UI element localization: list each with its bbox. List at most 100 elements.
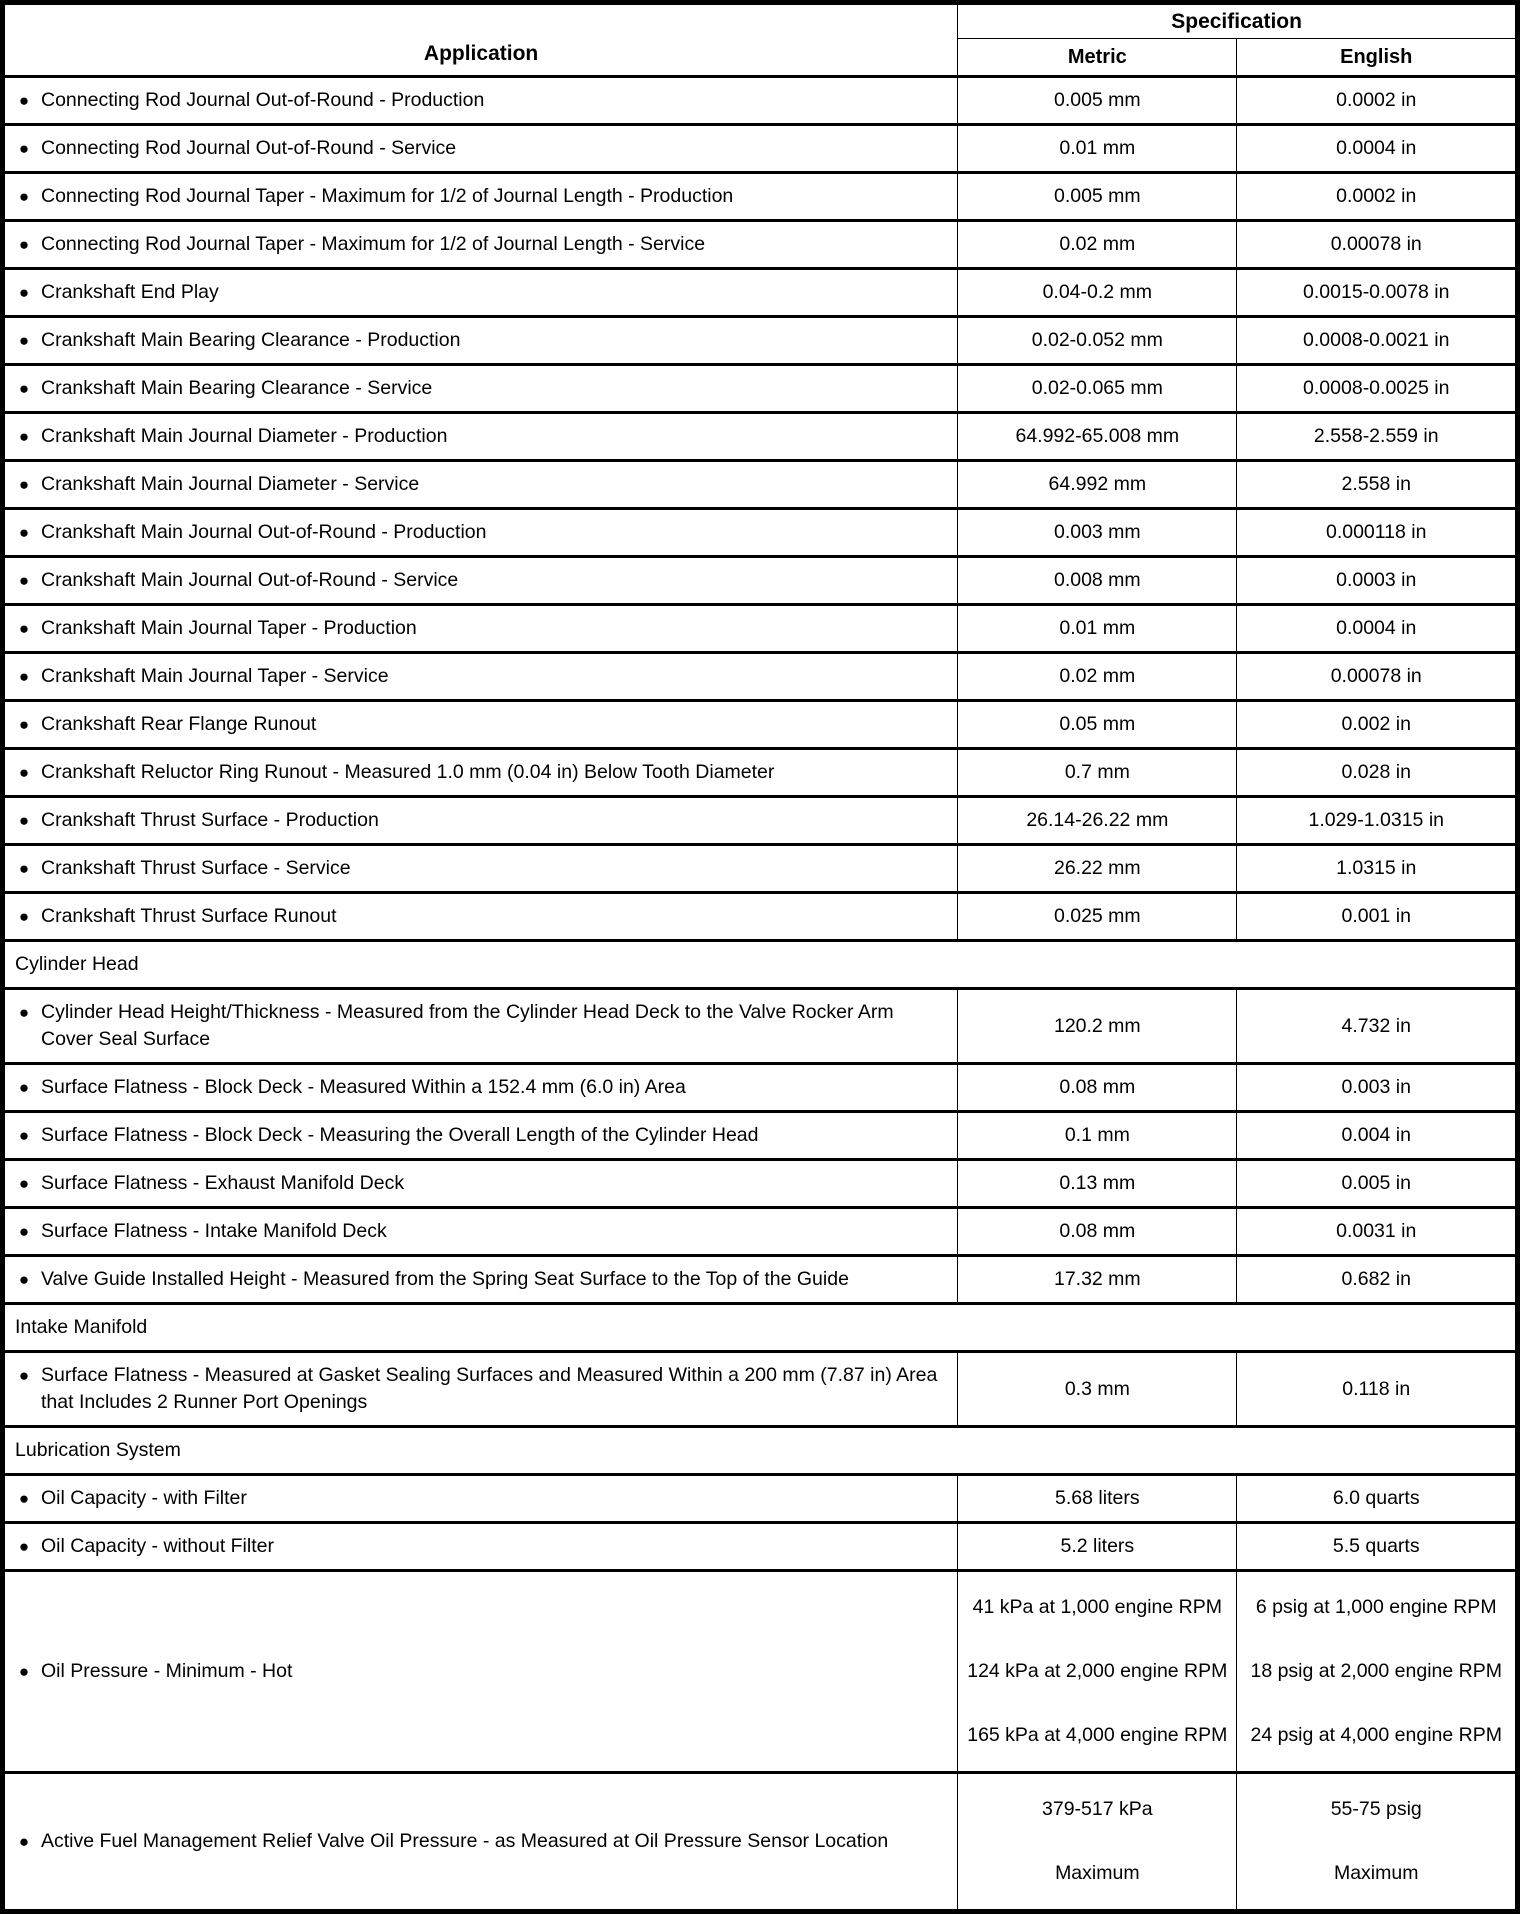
application-label: Surface Flatness - Block Deck - Measured… bbox=[41, 1076, 686, 1098]
table-row: ● Valve Guide Installed Height - Measured… bbox=[1, 1255, 1518, 1305]
english-value-cell: 0.0031 in bbox=[1236, 1207, 1518, 1257]
section-header-row: Cylinder Head bbox=[2, 940, 1518, 990]
english-value-cell: 0.0004 in bbox=[1236, 604, 1518, 654]
english-value-cell: 0.0002 in bbox=[1236, 76, 1518, 126]
application-cell: ● Crankshaft Main Journal Diameter - Prod… bbox=[1, 412, 959, 462]
bullet-icon: ● bbox=[18, 907, 30, 926]
bullet-icon: ● bbox=[18, 139, 30, 158]
application-cell: ● Oil Pressure - Minimum - Hot bbox=[1, 1570, 959, 1774]
bullet-icon: ● bbox=[18, 235, 30, 254]
application-label: Connecting Rod Journal Taper - Maximum f… bbox=[41, 185, 734, 207]
application-cell: ● Surface Flatness - Exhaust Manifold Dec… bbox=[1, 1159, 959, 1209]
english-value-cell: 5.5 quarts bbox=[1236, 1522, 1518, 1572]
metric-value-cell: 17.32 mm bbox=[957, 1255, 1238, 1305]
application-label: Crankshaft Main Bearing Clearance - Prod… bbox=[41, 329, 461, 351]
table-row: ● Connecting Rod Journal Taper - Maximum … bbox=[1, 220, 1518, 270]
bullet-icon: ● bbox=[18, 1537, 30, 1556]
english-value-cell: 0.000118 in bbox=[1236, 508, 1518, 558]
bullet-icon: ● bbox=[18, 379, 30, 398]
application-cell: ● Crankshaft Rear Flange Runout bbox=[1, 700, 959, 750]
metric-value-cell: 0.008 mm bbox=[957, 556, 1238, 606]
metric-value-cell: 0.003 mm bbox=[957, 508, 1238, 558]
application-cell: ● Oil Capacity - with Filter bbox=[1, 1474, 959, 1524]
section-title: Lubrication System bbox=[2, 1426, 1518, 1476]
english-value-cell: 0.005 in bbox=[1236, 1159, 1518, 1209]
application-cell: ● Connecting Rod Journal Out-of-Round - P… bbox=[1, 76, 959, 126]
bullet-icon: ● bbox=[18, 1489, 30, 1508]
english-value-cell: 55-75 psig Maximum bbox=[1236, 1772, 1518, 1913]
application-label: Crankshaft Main Journal Diameter - Servi… bbox=[41, 473, 420, 495]
table-row: ● Surface Flatness - Block Deck - Measure… bbox=[1, 1063, 1518, 1113]
column-header-specification: Specification bbox=[957, 2, 1518, 39]
english-value-cell: 6.0 quarts bbox=[1236, 1474, 1518, 1524]
bullet-icon: ● bbox=[18, 187, 30, 206]
table-row: ● Crankshaft Main Journal Taper - Product… bbox=[1, 604, 1518, 654]
metric-value-cell: 0.7 mm bbox=[957, 748, 1238, 798]
bullet-icon: ● bbox=[18, 1126, 30, 1145]
english-value-cell: 0.0015-0.0078 in bbox=[1236, 268, 1518, 318]
application-label: Surface Flatness - Measured at Gasket Se… bbox=[41, 1364, 938, 1413]
english-value-cell: 0.002 in bbox=[1236, 700, 1518, 750]
metric-value-cell: 26.22 mm bbox=[957, 844, 1238, 894]
metric-value-cell: 0.02 mm bbox=[957, 220, 1238, 270]
application-label: Crankshaft Main Journal Taper - Service bbox=[41, 665, 389, 687]
table-row: ● Crankshaft Reluctor Ring Runout - Measu… bbox=[1, 748, 1518, 798]
application-label: Crankshaft Main Journal Out-of-Round - P… bbox=[41, 521, 487, 543]
table-row: ● Crankshaft Main Journal Diameter - Prod… bbox=[1, 412, 1518, 462]
table-row: ● Oil Capacity - with Filter 5.68 liters 6.… bbox=[1, 1474, 1518, 1524]
application-label: Crankshaft Main Journal Out-of-Round - S… bbox=[41, 569, 459, 591]
application-label: Crankshaft Thrust Surface - Service bbox=[41, 857, 351, 879]
application-label: Surface Flatness - Block Deck - Measurin… bbox=[41, 1124, 759, 1146]
english-value-cell: 0.004 in bbox=[1236, 1111, 1518, 1161]
english-value-cell-line: 6 psig at 1,000 engine RPM bbox=[1255, 1596, 1497, 1618]
metric-value-cell: 0.01 mm bbox=[957, 604, 1238, 654]
table-header: Application Specification Metric English bbox=[1, 2, 1518, 78]
bullet-icon: ● bbox=[18, 619, 30, 638]
bullet-icon: ● bbox=[18, 571, 30, 590]
column-header-application: Application bbox=[1, 2, 959, 78]
metric-value-cell: 0.02-0.052 mm bbox=[957, 316, 1238, 366]
application-cell: ● Crankshaft Main Journal Diameter - Serv… bbox=[1, 460, 959, 510]
english-value-cell: 0.0003 in bbox=[1236, 556, 1518, 606]
section-title: Intake Manifold bbox=[2, 1303, 1518, 1353]
metric-value-cell: 0.13 mm bbox=[957, 1159, 1238, 1209]
english-value-cell-line: 24 psig at 4,000 engine RPM bbox=[1250, 1724, 1502, 1746]
english-value-cell: 1.029-1.0315 in bbox=[1236, 796, 1518, 846]
table-row: ● Oil Pressure - Minimum - Hot 41 kPa at 1… bbox=[1, 1570, 1518, 1774]
column-header-english: English bbox=[1236, 38, 1518, 78]
application-cell: ● Crankshaft Thrust Surface - Service bbox=[1, 844, 959, 894]
english-value-cell: 2.558 in bbox=[1236, 460, 1518, 510]
table-row: ● Oil Capacity - without Filter 5.2 liters… bbox=[1, 1522, 1518, 1572]
bullet-icon: ● bbox=[18, 1222, 30, 1241]
application-cell: ● Crankshaft Main Bearing Clearance - Pro… bbox=[1, 316, 959, 366]
application-label: Connecting Rod Journal Out-of-Round - Se… bbox=[41, 137, 457, 159]
metric-value-cell: 64.992-65.008 mm bbox=[957, 412, 1238, 462]
metric-value-cell: 0.01 mm bbox=[957, 124, 1238, 174]
table-row: ● Connecting Rod Journal Out-of-Round - P… bbox=[1, 76, 1518, 126]
metric-value-cell: 0.04-0.2 mm bbox=[957, 268, 1238, 318]
english-value-cell: 0.0008-0.0021 in bbox=[1236, 316, 1518, 366]
english-value-cell: 0.028 in bbox=[1236, 748, 1518, 798]
english-value-cell: 0.003 in bbox=[1236, 1063, 1518, 1113]
section-header-row: Intake Manifold bbox=[2, 1303, 1518, 1353]
application-cell: ● Cylinder Head Height/Thickness - Measur… bbox=[1, 988, 959, 1065]
metric-value-cell: 64.992 mm bbox=[957, 460, 1238, 510]
english-value-cell: 0.682 in bbox=[1236, 1255, 1518, 1305]
application-cell: ● Valve Guide Installed Height - Measured… bbox=[1, 1255, 959, 1305]
section-title: Cylinder Head bbox=[2, 940, 1518, 990]
table-row: ● Crankshaft Rear Flange Runout 0.05 mm 0.0… bbox=[1, 700, 1518, 750]
table-row: ● Active Fuel Management Relief Valve Oil… bbox=[1, 1772, 1518, 1913]
metric-value-cell: 5.68 liters bbox=[957, 1474, 1238, 1524]
bullet-icon: ● bbox=[18, 427, 30, 446]
table-row: ● Connecting Rod Journal Out-of-Round - S… bbox=[1, 124, 1518, 174]
application-cell: ● Oil Capacity - without Filter bbox=[1, 1522, 959, 1572]
table-row: ● Surface Flatness - Block Deck - Measuri… bbox=[1, 1111, 1518, 1161]
application-label: Oil Capacity - without Filter bbox=[41, 1535, 274, 1557]
bullet-icon: ● bbox=[18, 811, 30, 830]
application-label: Crankshaft Thrust Surface - Production bbox=[41, 809, 379, 831]
bullet-icon: ● bbox=[18, 715, 30, 734]
application-label: Crankshaft Reluctor Ring Runout - Measur… bbox=[41, 761, 775, 783]
metric-value-cell: 0.08 mm bbox=[957, 1207, 1238, 1257]
application-label: Crankshaft Rear Flange Runout bbox=[41, 713, 317, 735]
